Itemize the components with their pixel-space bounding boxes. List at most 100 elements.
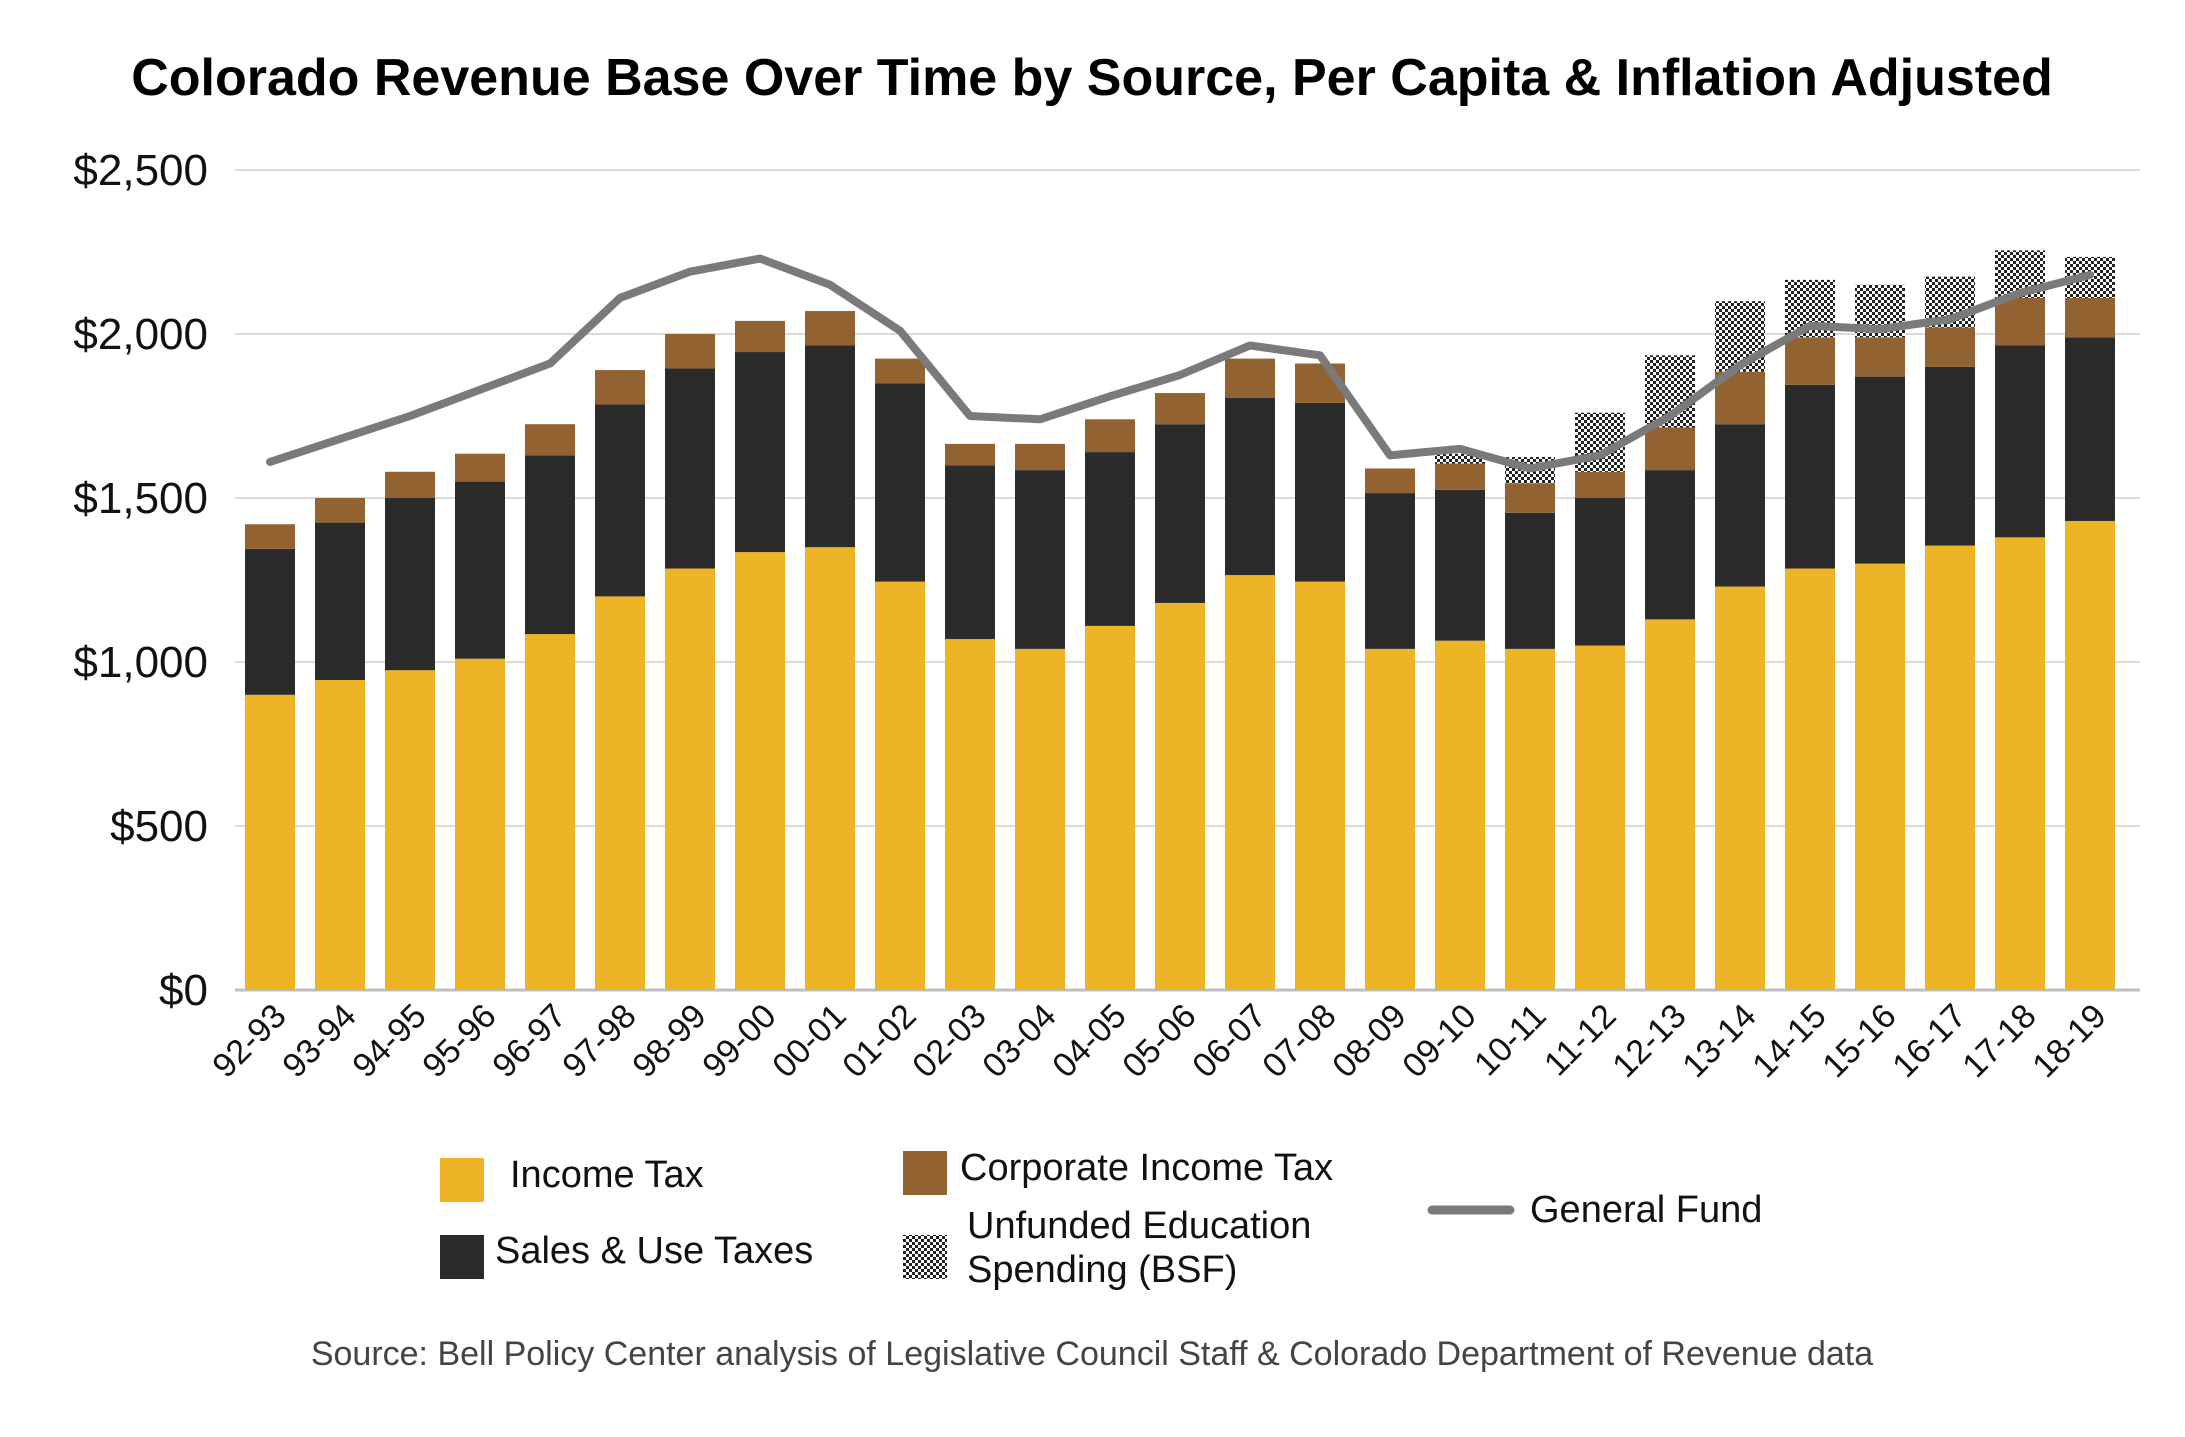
bar-income-tax <box>805 547 855 990</box>
bar-sales-use-taxes <box>1505 512 1555 649</box>
bar-corporate-income-tax <box>525 424 575 456</box>
x-tick-label: 02-03 <box>905 997 993 1085</box>
bar-income-tax <box>385 670 435 990</box>
bar-sales-use-taxes <box>525 455 575 635</box>
bar-corporate-income-tax <box>1225 358 1275 398</box>
bar-stack-11-12 <box>1575 412 1625 990</box>
legend-label: Income Tax <box>510 1154 704 1196</box>
x-tick-label: 04-05 <box>1045 997 1133 1085</box>
x-tick-label: 11-12 <box>1537 997 1624 1084</box>
bar-stack-07-08 <box>1295 363 1345 990</box>
legend-swatch <box>903 1151 947 1195</box>
bar-corporate-income-tax <box>1505 483 1555 513</box>
x-tick-label: 01-02 <box>835 997 923 1085</box>
legend-swatch <box>440 1158 484 1202</box>
bar-stack-10-11 <box>1505 457 1555 990</box>
y-tick-label: $500 <box>110 802 208 851</box>
bar-income-tax <box>735 552 785 990</box>
bar-stack-14-15 <box>1785 279 1835 990</box>
bar-stack-96-97 <box>525 424 575 990</box>
bar-stack-97-98 <box>595 370 645 990</box>
bar-stack-05-06 <box>1155 393 1205 990</box>
legend-label: Sales & Use Taxes <box>495 1230 813 1272</box>
legend-label: General Fund <box>1530 1189 1762 1231</box>
bar-corporate-income-tax <box>805 311 855 346</box>
bar-income-tax <box>1015 648 1065 990</box>
bar-sales-use-taxes <box>1435 489 1485 641</box>
x-tick-label: 00-01 <box>765 997 853 1085</box>
x-tick-label: 18-19 <box>2025 997 2113 1085</box>
x-tick-label: 94-95 <box>345 997 433 1085</box>
legend-label: Corporate Income Tax <box>960 1147 1333 1189</box>
x-tick-label: 16-17 <box>1885 997 1973 1085</box>
bar-corporate-income-tax <box>1365 468 1415 494</box>
bar-stack-92-93 <box>245 524 295 990</box>
bar-stack-02-03 <box>945 443 995 990</box>
bar-corporate-income-tax <box>1575 471 1625 498</box>
bar-corporate-income-tax <box>455 453 505 482</box>
x-tick-label: 07-08 <box>1255 997 1343 1085</box>
bar-income-tax <box>245 694 295 990</box>
y-tick-label: $1,000 <box>73 638 208 687</box>
bar-sales-use-taxes <box>2065 337 2115 521</box>
bar-stack-94-95 <box>385 471 435 990</box>
bar-income-tax <box>315 680 365 990</box>
bar-sales-use-taxes <box>1645 470 1695 620</box>
bar-sales-use-taxes <box>245 548 295 695</box>
bar-income-tax <box>1505 648 1555 990</box>
bar-corporate-income-tax <box>1435 463 1485 490</box>
bar-sales-use-taxes <box>875 383 925 582</box>
bar-income-tax <box>665 568 715 990</box>
bar-income-tax <box>1785 568 1835 990</box>
x-tick-label: 14-15 <box>1745 997 1833 1085</box>
bar-stack-12-13 <box>1645 355 1695 990</box>
x-tick-label: 13-14 <box>1675 997 1763 1085</box>
x-tick-label: 08-09 <box>1325 997 1413 1085</box>
x-tick-label: 12-13 <box>1605 997 1693 1085</box>
bar-income-tax <box>1085 625 1135 990</box>
bar-income-tax <box>1435 640 1485 990</box>
bar-stack-01-02 <box>875 358 925 990</box>
bar-corporate-income-tax <box>385 471 435 498</box>
bar-stack-04-05 <box>1085 419 1135 990</box>
bar-stack-16-17 <box>1925 276 1975 990</box>
bar-sales-use-taxes <box>945 465 995 640</box>
x-tick-label: 17-18 <box>1955 997 2043 1085</box>
source-note: Source: Bell Policy Center analysis of L… <box>311 1335 1873 1373</box>
x-tick-label: 15-16 <box>1815 997 1903 1085</box>
legend-label: Unfunded Education Spending (BSF) <box>967 1205 1311 1291</box>
bar-income-tax <box>455 658 505 990</box>
bar-sales-use-taxes <box>1855 376 1905 564</box>
bar-corporate-income-tax <box>2065 297 2115 338</box>
bar-stack-09-10 <box>1435 453 1485 990</box>
bar-stack-17-18 <box>1995 250 2045 990</box>
bar-corporate-income-tax <box>1995 297 2045 346</box>
bar-income-tax <box>945 639 995 990</box>
bar-corporate-income-tax <box>245 524 295 549</box>
general-fund-line-layer <box>266 254 2094 473</box>
bar-sales-use-taxes <box>1155 424 1205 603</box>
bar-sales-use-taxes <box>665 368 715 569</box>
bar-sales-use-taxes <box>1365 493 1415 649</box>
bar-stack-00-01 <box>805 311 855 990</box>
bar-corporate-income-tax <box>1925 327 1975 367</box>
x-tick-label: 92-93 <box>205 997 293 1085</box>
bars <box>245 250 2115 990</box>
bar-income-tax <box>1995 537 2045 990</box>
bar-income-tax <box>1295 581 1345 990</box>
bar-income-tax <box>1715 586 1765 990</box>
bar-income-tax <box>1225 575 1275 990</box>
bar-sales-use-taxes <box>385 498 435 671</box>
bar-corporate-income-tax <box>665 334 715 369</box>
bar-corporate-income-tax <box>1155 393 1205 425</box>
bar-income-tax <box>525 634 575 990</box>
bar-sales-use-taxes <box>315 522 365 681</box>
bar-income-tax <box>1365 648 1415 990</box>
bar-sales-use-taxes <box>1015 470 1065 649</box>
bar-income-tax <box>1575 645 1625 990</box>
bar-unfunded-education-spending-bsf <box>1435 453 1485 464</box>
bar-corporate-income-tax <box>1855 337 1905 377</box>
x-tick-label: 99-00 <box>695 997 783 1085</box>
